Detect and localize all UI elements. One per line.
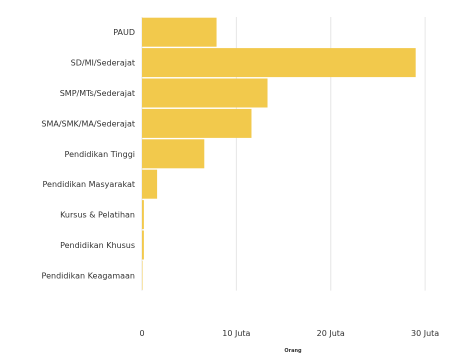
bar: [142, 200, 144, 230]
category-label: Pendidikan Tinggi: [65, 150, 135, 159]
bar: [142, 139, 205, 169]
bars: [142, 17, 416, 290]
category-labels: PAUD SD/MI/Sederajat SMP/MTs/Sederajat SMA/…: [41, 28, 135, 280]
bar: [142, 108, 252, 138]
category-label: Kursus & Pelatihan: [60, 211, 135, 220]
x-tick-label: 0: [139, 329, 144, 338]
category-label: SMA/SMK/MA/Sederajat: [41, 119, 135, 128]
category-label: SMP/MTs/Sederajat: [60, 89, 135, 98]
bar: [142, 230, 144, 260]
bar: [142, 169, 158, 199]
category-label: SD/MI/Sederajat: [71, 59, 135, 68]
x-tick-label: 30 Juta: [411, 329, 439, 338]
x-axis-title: Orang: [284, 348, 302, 354]
category-label: Pendidikan Keagamaan: [42, 271, 135, 280]
x-tick-labels: 0 10 Juta 20 Juta 30 Juta: [139, 329, 439, 338]
bar: [142, 48, 416, 78]
x-tick-label: 10 Juta: [222, 329, 250, 338]
category-label: Pendidikan Masyarakat: [43, 180, 135, 189]
category-label: Pendidikan Khusus: [60, 241, 135, 250]
bar: [142, 78, 268, 108]
x-tick-label: 20 Juta: [317, 329, 345, 338]
category-label: PAUD: [113, 28, 135, 37]
bar: [142, 17, 217, 47]
